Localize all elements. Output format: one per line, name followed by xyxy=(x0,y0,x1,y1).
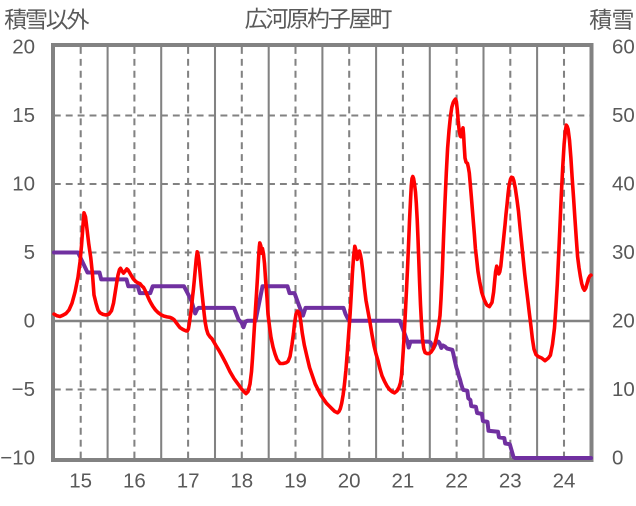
svg-text:60: 60 xyxy=(612,35,635,58)
svg-text:0: 0 xyxy=(24,309,35,332)
svg-text:22: 22 xyxy=(445,470,468,493)
svg-text:15: 15 xyxy=(12,104,35,127)
svg-text:20: 20 xyxy=(612,309,635,332)
svg-text:20: 20 xyxy=(12,35,35,58)
svg-text:10: 10 xyxy=(12,172,35,195)
svg-text:17: 17 xyxy=(177,470,200,493)
svg-text:30: 30 xyxy=(612,241,635,264)
svg-text:24: 24 xyxy=(553,470,576,493)
svg-text:40: 40 xyxy=(612,172,635,195)
svg-text:50: 50 xyxy=(612,104,635,127)
svg-text:20: 20 xyxy=(338,470,361,493)
svg-text:15: 15 xyxy=(69,470,92,493)
svg-text:0: 0 xyxy=(612,446,623,469)
svg-text:−5: −5 xyxy=(12,378,35,401)
svg-text:19: 19 xyxy=(284,470,307,493)
svg-text:10: 10 xyxy=(612,378,635,401)
svg-text:23: 23 xyxy=(499,470,522,493)
svg-text:21: 21 xyxy=(391,470,414,493)
svg-text:18: 18 xyxy=(230,470,253,493)
svg-text:5: 5 xyxy=(24,241,35,264)
svg-text:−10: −10 xyxy=(0,446,35,469)
svg-text:16: 16 xyxy=(123,470,146,493)
